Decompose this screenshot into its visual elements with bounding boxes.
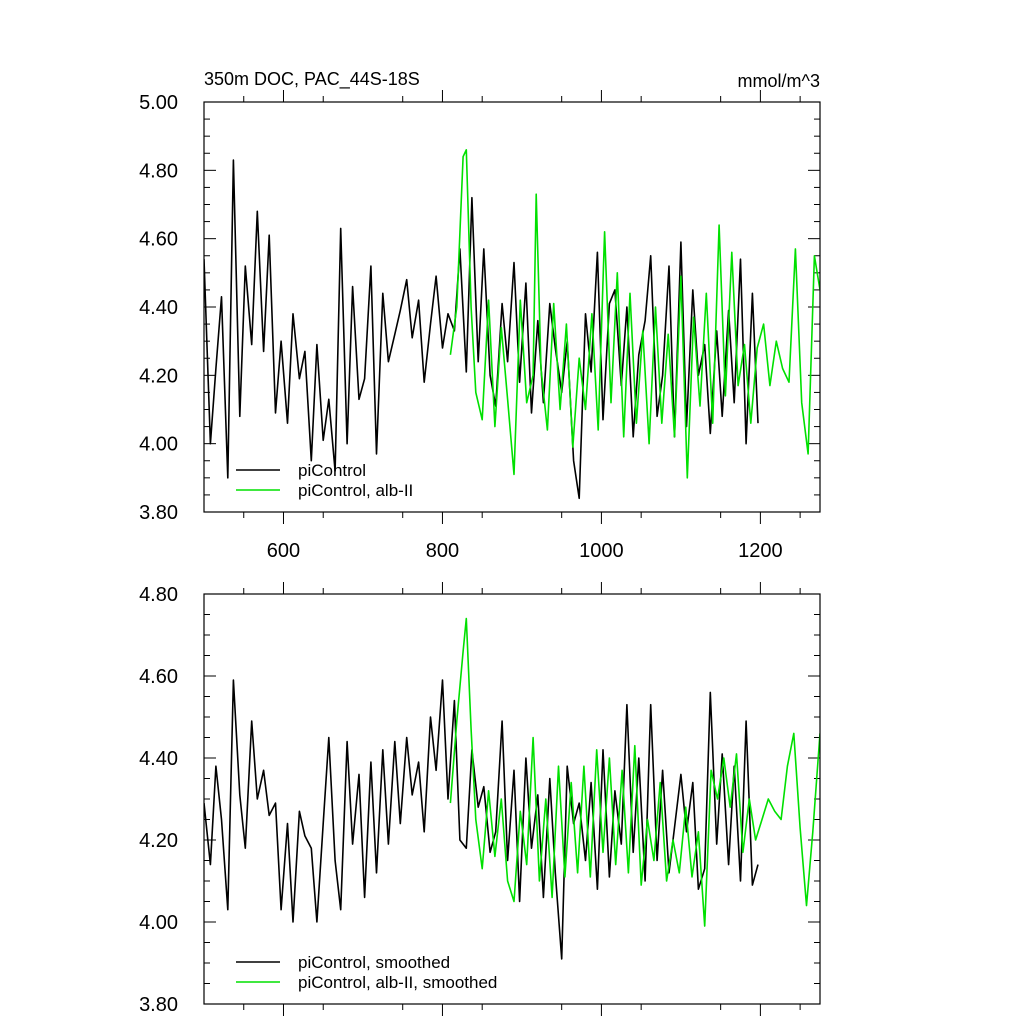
axis-ticks: [204, 90, 820, 524]
y-tick-label: 4.40: [139, 748, 178, 770]
y-tick-label: 4.20: [139, 830, 178, 852]
x-tick-labels: 600 800 1000 1200: [267, 540, 783, 562]
legend: piControl piControl, alb-II: [236, 461, 413, 500]
plot-area: [204, 617, 820, 960]
series-line-picontrol-alb-ii: [449, 148, 820, 479]
y-tick-label: 4.20: [139, 365, 178, 387]
y-tick-label: 4.60: [139, 666, 178, 688]
x-tick-label: 800: [426, 540, 459, 562]
top-panel: 350m DOC, PAC_44S-18S mmol/m^3 3.80 4.00 4…: [139, 69, 821, 562]
y-tick-labels: 3.80 4.00 4.20 4.40 4.60 4.80: [139, 584, 178, 1016]
legend-label: piControl, smoothed: [298, 953, 450, 972]
x-tick-label: 1200: [738, 540, 783, 562]
bottom-panel: 3.80 4.00 4.20 4.40 4.60 4.80 piControl, smoo…: [139, 582, 821, 1016]
legend-label: piControl, alb-II: [298, 481, 413, 500]
chart-title: 350m DOC, PAC_44S-18S: [204, 69, 420, 90]
series-line-picontrol: [204, 159, 759, 500]
y-tick-label: 4.60: [139, 229, 178, 251]
units-label: mmol/m^3: [738, 71, 820, 91]
x-tick-label: 600: [267, 540, 300, 562]
y-tick-label: 4.00: [139, 912, 178, 934]
y-tick-label: 4.80: [139, 160, 178, 182]
plot-frame: [203, 101, 821, 513]
y-tick-label: 5.00: [139, 92, 178, 114]
plot-frame: [203, 593, 821, 1005]
plot-area: [204, 148, 820, 500]
y-tick-label: 3.80: [139, 502, 178, 524]
series-line-picontrol-alb-ii-smoothed: [449, 617, 820, 927]
y-tick-label: 4.80: [139, 584, 178, 606]
x-tick-label: 1000: [579, 540, 624, 562]
y-tick-label: 3.80: [139, 994, 178, 1016]
legend: piControl, smoothed piControl, alb-II, s…: [236, 953, 497, 992]
y-tick-label: 4.40: [139, 297, 178, 319]
legend-label: piControl: [298, 461, 366, 480]
y-tick-label: 4.00: [139, 434, 178, 456]
series-line-picontrol-smoothed: [204, 679, 759, 960]
y-tick-labels: 3.80 4.00 4.20 4.40 4.60 4.80 5.00: [139, 92, 178, 524]
legend-label: piControl, alb-II, smoothed: [298, 973, 497, 992]
